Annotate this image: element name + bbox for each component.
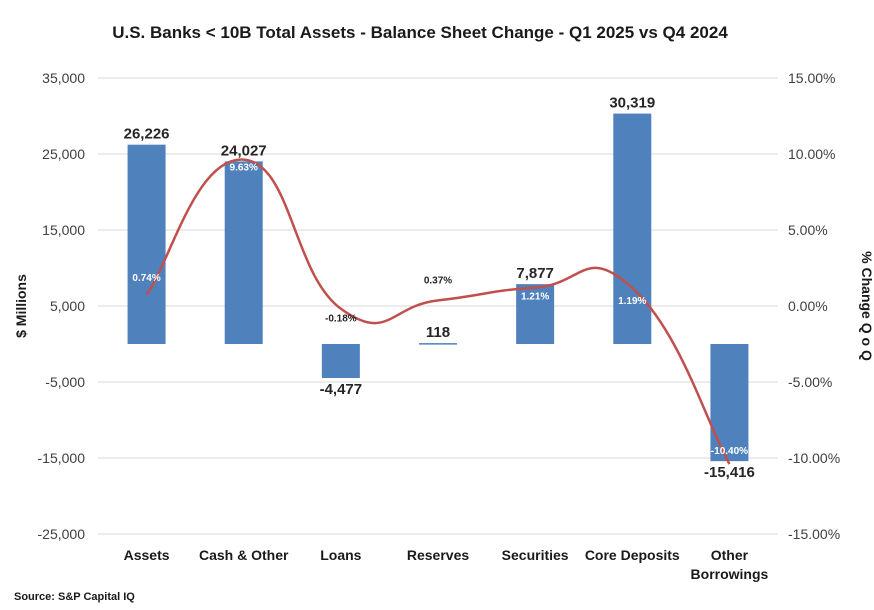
chart-title: U.S. Banks < 10B Total Assets - Balance … (112, 23, 728, 42)
left-tick-label: -25,000 (38, 526, 86, 542)
bar (710, 344, 749, 462)
right-axis-ticks: 15.00% 10.00% 5.00% 0.00% -5.00% -10.00% -15.0… (788, 70, 840, 542)
right-tick-label: 5.00% (788, 222, 828, 238)
left-tick-label: 35,000 (42, 70, 85, 86)
bar (224, 161, 263, 344)
pct-value-label: -0.18% (325, 314, 357, 325)
pct-value-label: -10.40% (711, 446, 748, 457)
bar-value-label: -15,416 (704, 464, 755, 481)
bar (516, 284, 555, 344)
pct-change-series (145, 158, 731, 465)
pct-value-label: 1.19% (618, 296, 646, 307)
category-label: Securities (502, 547, 569, 563)
category-label: Borrowings (691, 566, 769, 582)
category-label: Core Deposits (585, 547, 680, 563)
left-tick-label: -5,000 (45, 374, 85, 390)
bar-value-labels: 26,226 24,027 -4,477 118 7,877 30,319 -15,416 (124, 95, 755, 482)
category-label: Assets (124, 547, 170, 563)
pct-value-label: 1.21% (521, 292, 549, 303)
pct-value-label: 0.37% (424, 275, 452, 286)
left-axis-ticks: 35,000 25,000 15,000 5,000 -5,000 -15,000 -25,… (38, 70, 86, 542)
bar-value-label: 30,319 (609, 95, 655, 112)
right-tick-label: -5.00% (788, 374, 832, 390)
right-tick-label: 10.00% (788, 146, 835, 162)
right-tick-label: 0.00% (788, 298, 828, 314)
bar (419, 343, 457, 345)
left-tick-label: 25,000 (42, 146, 85, 162)
bar-series (127, 113, 749, 462)
bar-value-label: 118 (426, 324, 450, 341)
category-label: Loans (320, 547, 361, 563)
pct-change-line (145, 158, 731, 465)
gridlines (98, 77, 778, 535)
left-tick-label: 5,000 (50, 298, 85, 314)
category-labels: Assets Cash & Other Loans Reserves Securitie… (124, 547, 769, 582)
category-label: Cash & Other (199, 547, 289, 563)
category-label: Reserves (407, 547, 469, 563)
right-tick-label: -15.00% (788, 526, 840, 542)
bar (321, 344, 360, 379)
bar (613, 113, 652, 345)
category-label: Other (711, 547, 749, 563)
source-note: Source: S&P Capital IQ (14, 591, 135, 603)
left-tick-label: -15,000 (38, 450, 86, 466)
bar (127, 144, 166, 344)
right-tick-label: -10.00% (788, 450, 840, 466)
pct-value-label: 9.63% (230, 163, 258, 174)
right-tick-label: 15.00% (788, 70, 835, 86)
bar-value-label: -4,477 (320, 381, 363, 398)
left-axis-title: $ Millions (13, 274, 29, 338)
right-axis-title: % Change Q o Q (859, 251, 874, 361)
bar-value-label: 26,226 (124, 126, 170, 143)
bar-value-label: 7,877 (516, 265, 554, 282)
left-tick-label: 15,000 (42, 222, 85, 238)
bar-value-label: 24,027 (221, 142, 267, 159)
pct-value-labels: 0.74% 9.63% -0.18% 0.37% 1.21% 1.19% -10.40% (132, 163, 748, 457)
pct-value-label: 0.74% (132, 273, 160, 284)
